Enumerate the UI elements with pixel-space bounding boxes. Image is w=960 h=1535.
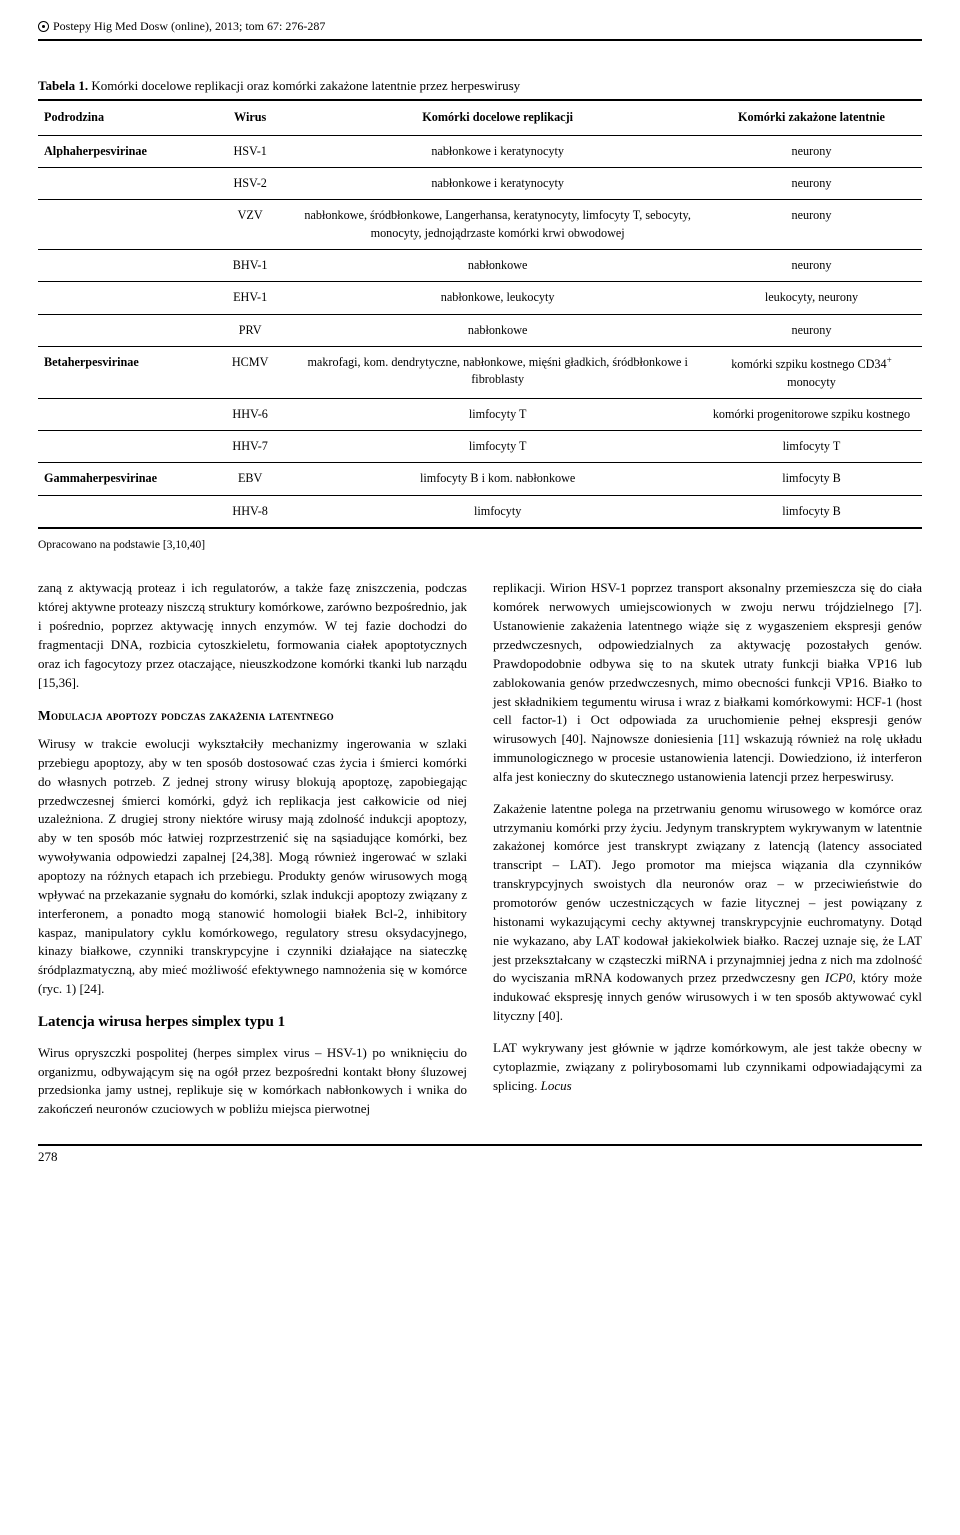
table-wrapper: Podrodzina Wirus Komórki docelowe replik…: [38, 99, 922, 529]
cell-subfamily: Alphaherpesvirinae: [38, 135, 206, 167]
cell-virus: HHV-6: [206, 398, 294, 430]
table-row: HSV-2 nabłonkowe i keratynocyty neurony: [38, 168, 922, 200]
table-row: Alphaherpesvirinae HSV-1 nabłonkowe i ke…: [38, 135, 922, 167]
col-subfamily: Podrodzina: [38, 101, 206, 135]
table-row: PRV nabłonkowe neurony: [38, 314, 922, 346]
header-rule: [38, 39, 922, 41]
cell-target: makrofagi, kom. dendrytyczne, nabłonkowe…: [294, 347, 701, 399]
table-row: EHV-1 nabłonkowe, leukocyty leukocyty, n…: [38, 282, 922, 314]
table-row: HHV-7 limfocyty T limfocyty T: [38, 431, 922, 463]
journal-citation: Postepy Hig Med Dosw (online), 2013; tom…: [53, 18, 325, 35]
cell-subfamily: [38, 495, 206, 527]
cell-target: nabłonkowe: [294, 250, 701, 282]
cell-subfamily: [38, 282, 206, 314]
table-header-row: Podrodzina Wirus Komórki docelowe replik…: [38, 101, 922, 135]
section-heading: Modulacja apoptozy podczas zakażenia lat…: [38, 706, 467, 726]
cell-latent: leukocyty, neurony: [701, 282, 922, 314]
cell-virus: EBV: [206, 463, 294, 495]
cell-target: limfocyty: [294, 495, 701, 527]
cell-virus: PRV: [206, 314, 294, 346]
table-footer: Opracowano na podstawie [3,10,40]: [38, 537, 922, 553]
cell-target: nabłonkowe, śródbłonkowe, Langerhansa, k…: [294, 200, 701, 250]
section-heading: Latencja wirusa herpes simplex typu 1: [38, 1012, 467, 1034]
cell-virus: HSV-1: [206, 135, 294, 167]
cell-virus: BHV-1: [206, 250, 294, 282]
cell-virus: HCMV: [206, 347, 294, 399]
col-target: Komórki docelowe replikacji: [294, 101, 701, 135]
cell-target: nabłonkowe: [294, 314, 701, 346]
paragraph: zaną z aktywacją proteaz i ich regulator…: [38, 579, 467, 692]
virus-table: Podrodzina Wirus Komórki docelowe replik…: [38, 101, 922, 527]
cell-virus: EHV-1: [206, 282, 294, 314]
bullet-logo-icon: [38, 21, 49, 32]
table-body: Alphaherpesvirinae HSV-1 nabłonkowe i ke…: [38, 135, 922, 527]
cell-virus: HHV-8: [206, 495, 294, 527]
paragraph: Zakażenie latentne polega na przetrwaniu…: [493, 800, 922, 1026]
cell-subfamily: [38, 250, 206, 282]
cell-target: limfocyty T: [294, 431, 701, 463]
cell-latent: neurony: [701, 250, 922, 282]
table-row: HHV-6 limfocyty T komórki progenitorowe …: [38, 398, 922, 430]
cell-target: nabłonkowe i keratynocyty: [294, 168, 701, 200]
table-block: Tabela 1. Komórki docelowe replikacji or…: [38, 77, 922, 553]
cell-target: nabłonkowe i keratynocyty: [294, 135, 701, 167]
cell-latent: limfocyty T: [701, 431, 922, 463]
cell-target: nabłonkowe, leukocyty: [294, 282, 701, 314]
table-row: BHV-1 nabłonkowe neurony: [38, 250, 922, 282]
body-columns: zaną z aktywacją proteaz i ich regulator…: [38, 579, 922, 1120]
journal-header: Postepy Hig Med Dosw (online), 2013; tom…: [38, 18, 922, 35]
cell-subfamily: Gammaherpesvirinae: [38, 463, 206, 495]
cell-subfamily: [38, 200, 206, 250]
paragraph: LAT wykrywany jest głównie w jądrze komó…: [493, 1039, 922, 1096]
cell-latent: komórki progenitorowe szpiku kostnego: [701, 398, 922, 430]
cell-latent: komórki szpiku kostnego CD34+ monocyty: [701, 347, 922, 399]
table-label: Tabela 1.: [38, 78, 88, 93]
page-number: 278: [38, 1144, 922, 1166]
cell-target: limfocyty B i kom. nabłonkowe: [294, 463, 701, 495]
cell-latent: neurony: [701, 200, 922, 250]
table-row: HHV-8 limfocyty limfocyty B: [38, 495, 922, 527]
cell-subfamily: [38, 168, 206, 200]
cell-latent: neurony: [701, 314, 922, 346]
paragraph: Wirus opryszczki pospolitej (herpes simp…: [38, 1044, 467, 1119]
table-caption: Komórki docelowe replikacji oraz komórki…: [91, 78, 520, 93]
cell-latent: limfocyty B: [701, 463, 922, 495]
cell-target: limfocyty T: [294, 398, 701, 430]
cell-virus: HSV-2: [206, 168, 294, 200]
cell-latent: neurony: [701, 168, 922, 200]
cell-subfamily: [38, 314, 206, 346]
cell-subfamily: [38, 398, 206, 430]
cell-virus: HHV-7: [206, 431, 294, 463]
table-row: Betaherpesvirinae HCMV makrofagi, kom. d…: [38, 347, 922, 399]
table-row: Gammaherpesvirinae EBV limfocyty B i kom…: [38, 463, 922, 495]
cell-virus: VZV: [206, 200, 294, 250]
table-row: VZV nabłonkowe, śródbłonkowe, Langerhans…: [38, 200, 922, 250]
cell-latent: limfocyty B: [701, 495, 922, 527]
cell-subfamily: [38, 431, 206, 463]
col-latent: Komórki zakażone latentnie: [701, 101, 922, 135]
cell-latent: neurony: [701, 135, 922, 167]
paragraph: replikacji. Wirion HSV-1 poprzez transpo…: [493, 579, 922, 786]
paragraph: Wirusy w trakcie ewolucji wykształciły m…: [38, 735, 467, 999]
col-virus: Wirus: [206, 101, 294, 135]
cell-subfamily: Betaherpesvirinae: [38, 347, 206, 399]
